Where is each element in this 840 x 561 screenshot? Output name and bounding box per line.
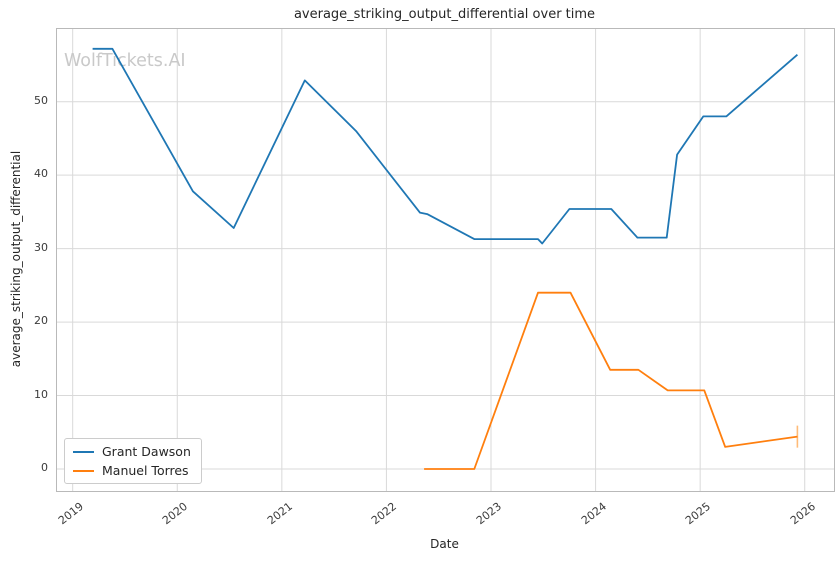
legend-line-swatch-blue — [73, 450, 94, 453]
legend-item-grant-dawson: Grant Dawson — [73, 444, 191, 459]
x-tick-label: 2019 — [55, 499, 86, 528]
x-tick-label: 2026 — [787, 499, 818, 528]
legend-item-manuel-torres: Manuel Torres — [73, 463, 191, 478]
y-tick-label: 50 — [34, 93, 48, 107]
plot-area: WolfTickets.AI Grant Dawson Manuel Torre… — [56, 28, 835, 492]
series-line-manuel-torres — [424, 291, 798, 470]
watermark: WolfTickets.AI — [64, 51, 186, 71]
series-line-grant-dawson — [92, 47, 798, 245]
gridlines — [57, 29, 834, 491]
x-tick-label: 2023 — [473, 499, 505, 528]
legend: Grant Dawson Manuel Torres — [64, 438, 202, 484]
plot-canvas: WolfTickets.AI — [57, 29, 834, 491]
y-tick-label: 30 — [34, 240, 48, 254]
x-tick-label: 2020 — [160, 499, 191, 528]
y-tick-label: 0 — [41, 460, 48, 474]
x-axis-label: Date — [430, 537, 459, 551]
y-tick-label: 20 — [34, 314, 48, 328]
chart-title: average_striking_output_differential ove… — [293, 7, 596, 22]
x-tick-label: 2021 — [264, 499, 295, 528]
legend-label: Grant Dawson — [102, 444, 191, 459]
y-tick-label: 40 — [34, 167, 48, 181]
y-tick-label: 10 — [34, 387, 48, 401]
legend-label: Manuel Torres — [102, 463, 189, 478]
legend-line-swatch-orange — [73, 469, 94, 472]
series-lines — [92, 47, 799, 470]
x-tick-label: 2024 — [578, 499, 609, 528]
x-tick-label: 2022 — [369, 499, 400, 528]
x-tick-label: 2025 — [683, 499, 714, 528]
